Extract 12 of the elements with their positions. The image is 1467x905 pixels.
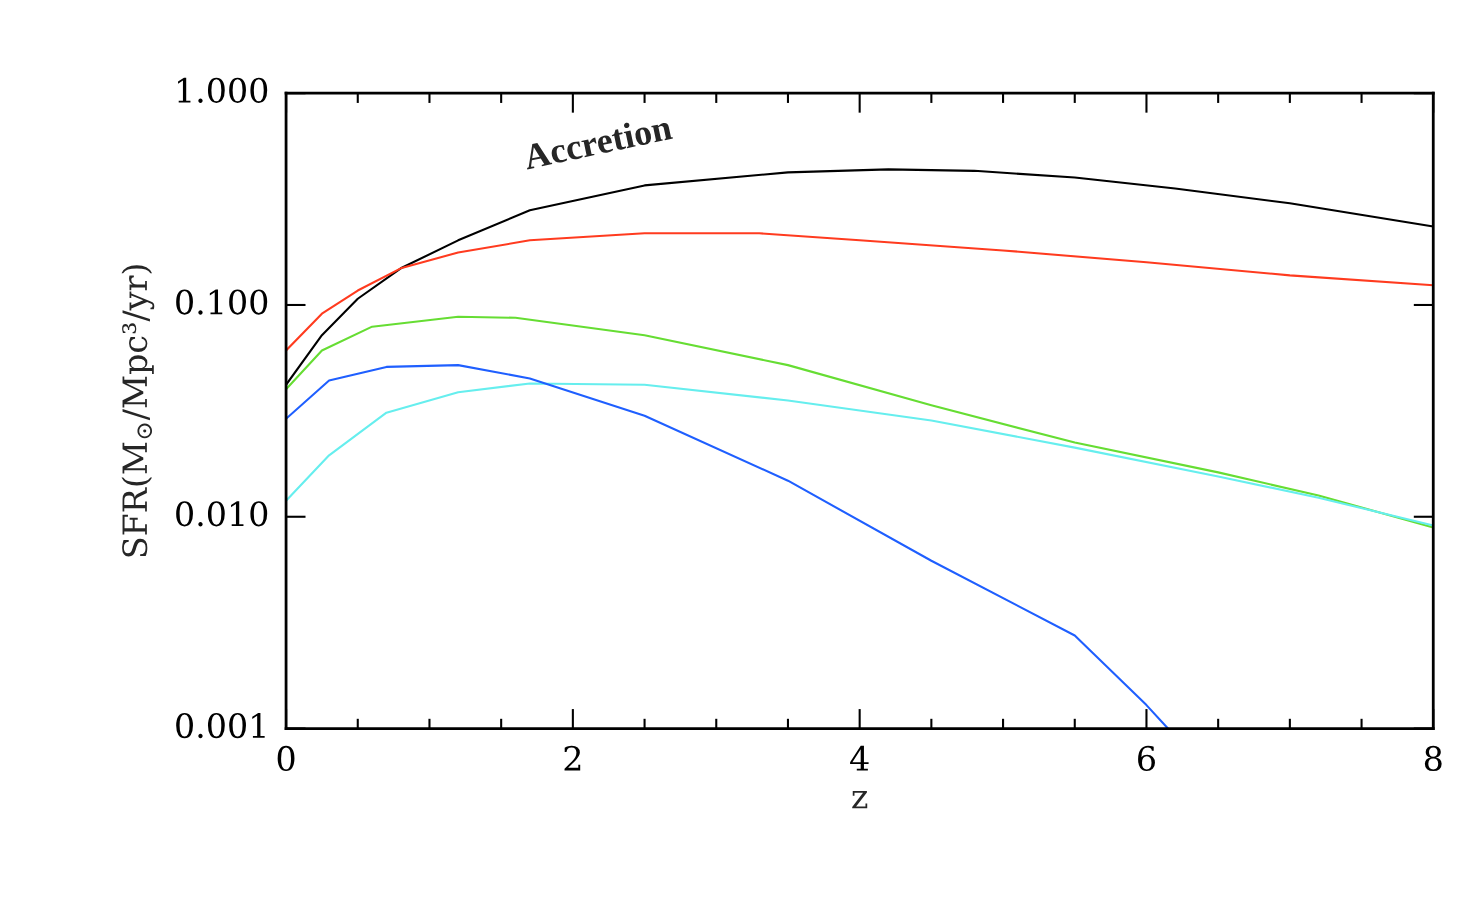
y-tick-label: 0.001 <box>176 712 265 739</box>
y-axis-title: SFR(M$_{⊙}$/Mpc³/yr) <box>121 265 155 557</box>
y-tick-label: 0.100 <box>176 289 268 315</box>
x-tick-label: 0 <box>277 745 295 771</box>
x-tick-label: 6 <box>1138 745 1155 771</box>
y-tick-label: 1.000 <box>178 77 268 103</box>
x-axis-title: z <box>852 791 868 809</box>
x-tick-label: 8 <box>1424 745 1442 771</box>
x-tick-label: 4 <box>850 745 869 771</box>
x-tick-label: 2 <box>564 745 581 771</box>
annotation: Accretion <box>522 113 673 170</box>
y-tick-label: 0.010 <box>176 501 268 527</box>
